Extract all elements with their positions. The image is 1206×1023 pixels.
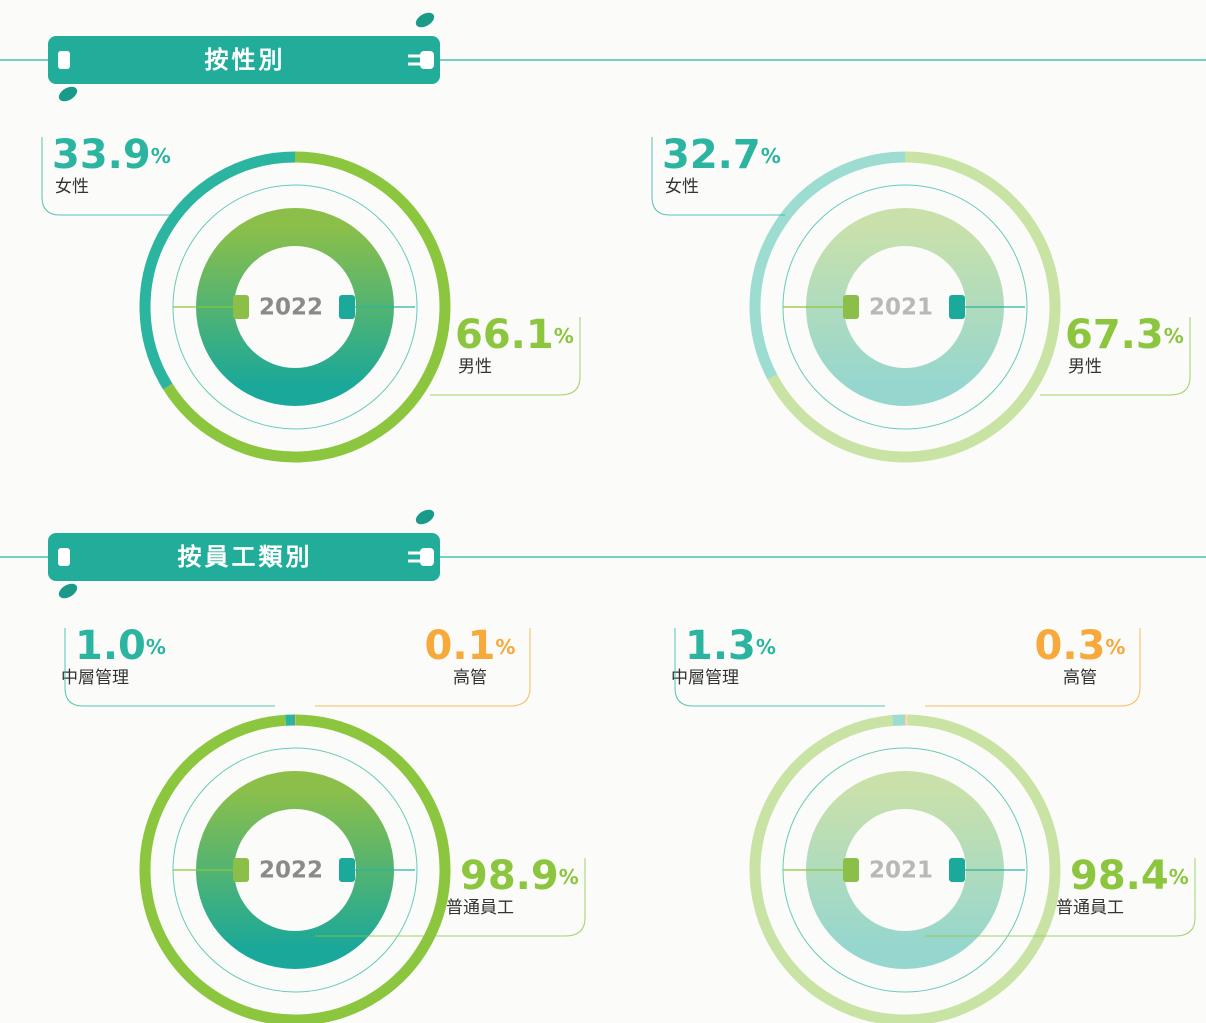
category-label: 高管 — [453, 668, 487, 688]
value-label: 66.1% — [455, 312, 574, 358]
leaf — [56, 581, 79, 601]
plug — [339, 295, 355, 319]
value-label: 32.7% — [662, 132, 781, 178]
plug-right — [420, 548, 434, 566]
value-number: 1.3 — [685, 623, 756, 669]
plug-right — [420, 51, 434, 69]
value-label: 0.1% — [425, 623, 516, 669]
year: 2022 — [259, 295, 323, 321]
category-label: 男性 — [458, 357, 492, 377]
value-label: 98.9% — [460, 853, 579, 899]
plug — [843, 858, 859, 882]
value-number: 33.9 — [52, 132, 151, 178]
value-number: 1.0 — [75, 623, 146, 669]
plug — [843, 295, 859, 319]
value-number: 98.9 — [460, 853, 559, 899]
donut-chart: 2021 — [755, 157, 1055, 457]
plug — [233, 295, 249, 319]
year: 2021 — [869, 858, 933, 884]
year: 2021 — [869, 295, 933, 321]
plug — [233, 858, 249, 882]
value-label: 33.9% — [52, 132, 171, 178]
category-label: 中層管理 — [61, 668, 129, 688]
value-number: 98.4 — [1070, 853, 1169, 899]
donut-chart: 2022 — [145, 157, 445, 457]
plug — [949, 858, 965, 882]
leaf — [413, 507, 436, 527]
value-unit: % — [1164, 324, 1184, 348]
value-number: 67.3 — [1065, 312, 1164, 358]
value-unit: % — [761, 144, 781, 168]
donut-chart: 2022 — [145, 720, 445, 1020]
value-number: 32.7 — [662, 132, 761, 178]
year: 2022 — [259, 858, 323, 884]
section-title: 按性別 — [205, 46, 286, 74]
donut-chart: 2021 — [755, 720, 1055, 1020]
category-label: 高管 — [1063, 668, 1097, 688]
section-title: 按員工類別 — [178, 543, 313, 571]
page: {"sections": [{"title": "按性別"}, {"title"… — [0, 0, 1206, 1023]
value-unit: % — [495, 635, 515, 659]
category-label: 女性 — [665, 177, 699, 197]
value-unit: % — [1169, 865, 1189, 889]
category-label: 中層管理 — [671, 668, 739, 688]
category-label: 普通員工 — [446, 898, 514, 918]
infographic: 按性別按員工類別202233.9%女性66.1%男性202132.7%女性67.… — [0, 0, 1206, 1023]
value-label: 67.3% — [1065, 312, 1184, 358]
plug-left — [58, 548, 70, 566]
value-unit: % — [146, 635, 166, 659]
leaf — [413, 10, 436, 30]
leaf — [56, 84, 79, 104]
value-number: 0.1 — [425, 623, 496, 669]
value-label: 0.3% — [1035, 623, 1126, 669]
value-label: 1.3% — [685, 623, 776, 669]
value-number: 66.1 — [455, 312, 554, 358]
value-unit: % — [1105, 635, 1125, 659]
category-label: 男性 — [1068, 357, 1102, 377]
value-number: 0.3 — [1035, 623, 1106, 669]
value-unit: % — [554, 324, 574, 348]
value-label: 98.4% — [1070, 853, 1189, 899]
category-label: 女性 — [55, 177, 89, 197]
plug — [949, 295, 965, 319]
category-label: 普通員工 — [1056, 898, 1124, 918]
value-unit: % — [151, 144, 171, 168]
plug-left — [58, 51, 70, 69]
ring-segment — [893, 720, 905, 721]
value-unit: % — [559, 865, 579, 889]
plug — [339, 858, 355, 882]
value-label: 1.0% — [75, 623, 166, 669]
value-unit: % — [756, 635, 776, 659]
